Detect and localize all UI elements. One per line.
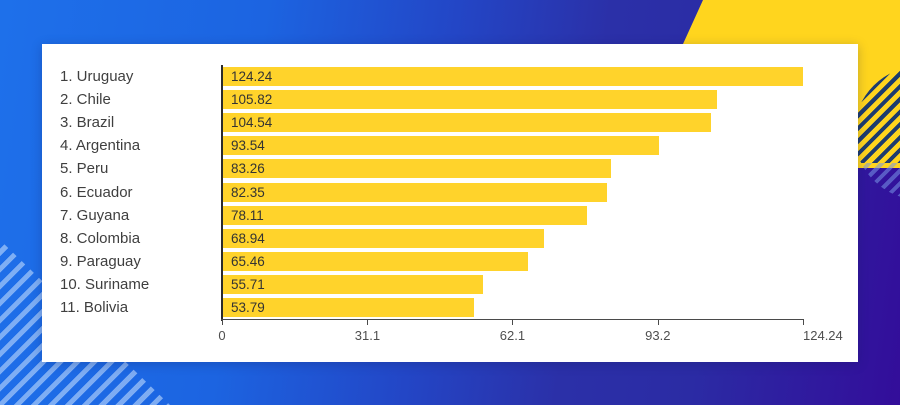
category-label: 2. Chile [60,91,111,109]
x-axis-tick-mark [803,320,804,325]
category-label: 9. Paraguay [60,252,141,270]
bar[interactable]: 93.54 [222,136,660,156]
x-axis-tick-mark [222,320,223,325]
bar-track: 124.24 [222,67,803,87]
table-row: 8. Colombia 68.94 [42,227,858,250]
x-axis-tick-mark [367,320,369,325]
bar-track: 104.54 [222,113,803,133]
category-label: 3. Brazil [60,114,115,132]
axis-tick-label: 0 [218,328,226,343]
x-axis: 0 31.1 62.1 93.2 124.24 [218,319,843,359]
table-row: 3. Brazil 104.54 [42,111,858,134]
bar-track: 105.82 [222,90,803,110]
table-row: 10. Suriname 55.71 [42,273,858,296]
striped-circle-blue-stripes [854,163,900,200]
bar[interactable]: 105.82 [222,90,717,110]
bar[interactable]: 65.46 [222,251,529,271]
bar-track: 68.94 [222,228,803,248]
bar[interactable]: 83.26 [222,159,612,179]
category-label: 1. Uruguay [60,68,134,86]
axis-tick-label: 124.24 [803,328,843,343]
axis-tick-label: 31.1 [354,328,381,343]
x-axis-tick-mark [512,320,514,325]
table-row: 1. Uruguay 124.24 [42,65,858,88]
bar-value-label: 53.79 [231,299,265,315]
category-label: 7. Guyana [60,206,130,224]
bar-value-label: 82.35 [231,184,265,200]
bar[interactable]: 53.79 [222,297,474,317]
bar-track: 82.35 [222,182,803,202]
chart-card: 1. Uruguay 124.24 2. Chile 105.82 3. Brazil 1… [42,44,858,362]
bar[interactable]: 68.94 [222,228,545,248]
bar-value-label: 105.82 [231,92,273,108]
bar-chart-rows: 1. Uruguay 124.24 2. Chile 105.82 3. Brazil 1… [42,65,858,319]
bar-track: 78.11 [222,205,803,225]
table-row: 11. Bolivia 53.79 [42,296,858,319]
bar-value-label: 68.94 [231,230,265,246]
bar[interactable]: 55.71 [222,274,483,294]
bar-chart: 1. Uruguay 124.24 2. Chile 105.82 3. Brazil 1… [42,44,858,362]
striped-circle-decoration [854,66,900,200]
category-label: 6. Ecuador [60,183,133,201]
bar-value-label: 83.26 [231,161,265,177]
bar-value-label: 104.54 [231,115,273,131]
category-label: 10. Suriname [60,275,150,293]
bar-value-label: 55.71 [231,276,265,292]
bar-track: 83.26 [222,159,803,179]
bar[interactable]: 124.24 [222,67,803,87]
bar-track: 53.79 [222,297,803,317]
bar-value-label: 78.11 [231,207,264,223]
x-axis-tick-mark [657,320,659,325]
table-row: 4. Argentina 93.54 [42,134,858,157]
category-label: 8. Colombia [60,229,141,247]
category-label: 4. Argentina [60,137,141,155]
bar-value-label: 65.46 [231,253,265,269]
bar-value-label: 93.54 [231,138,265,154]
table-row: 9. Paraguay 65.46 [42,250,858,273]
table-row: 7. Guyana 78.11 [42,204,858,227]
table-row: 6. Ecuador 82.35 [42,180,858,203]
table-row: 2. Chile 105.82 [42,88,858,111]
bar[interactable]: 78.11 [222,205,588,225]
bar-track: 65.46 [222,251,803,271]
x-axis-baseline [221,319,804,320]
bar[interactable]: 82.35 [222,182,608,202]
y-axis-line [221,65,223,321]
bar-track: 55.71 [222,274,803,294]
axis-tick-label: 62.1 [499,328,526,343]
table-row: 5. Peru 83.26 [42,157,858,180]
bar[interactable]: 104.54 [222,113,711,133]
category-label: 11. Bolivia [60,298,129,316]
category-label: 5. Peru [60,160,109,178]
axis-tick-label: 93.2 [645,328,671,343]
bar-value-label: 124.24 [231,69,273,85]
striped-circle-navy-stripes [854,66,900,163]
bar-track: 93.54 [222,136,803,156]
